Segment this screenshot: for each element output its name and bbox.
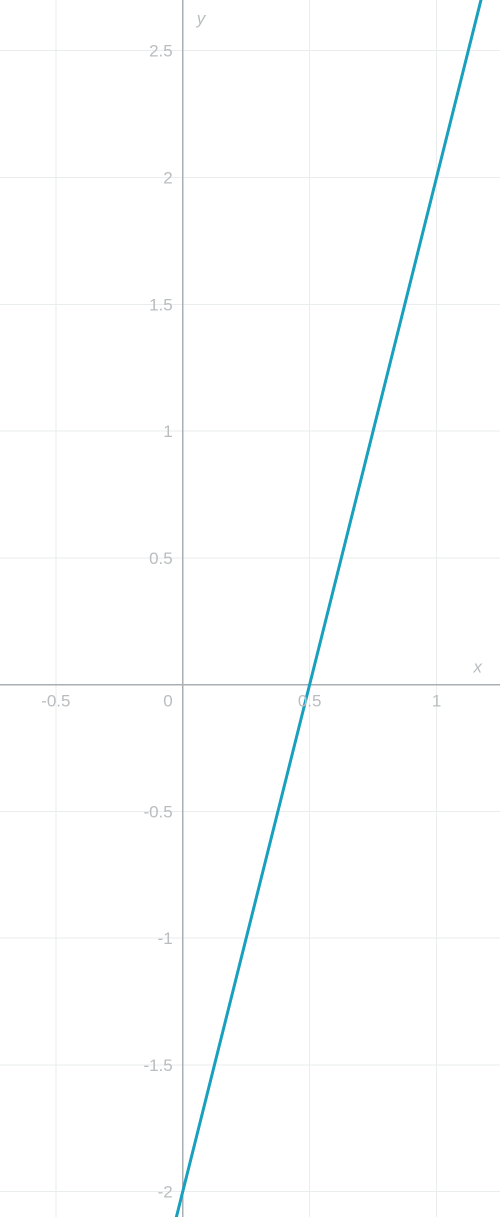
- y-tick-label: -1.5: [143, 1056, 172, 1075]
- y-tick-label: -2: [158, 1183, 173, 1202]
- x-tick-label: -0.5: [41, 692, 70, 711]
- y-tick-label: -1: [158, 929, 173, 948]
- chart-svg: -0.5 0 0.5 1 -2 -1.5 -1 -0.5 0.5 1 1.5 2 2.5 x y: [0, 0, 500, 1217]
- x-axis-label: x: [473, 658, 483, 677]
- line-chart: -0.5 0 0.5 1 -2 -1.5 -1 -0.5 0.5 1 1.5 2 2.5 x y: [0, 0, 500, 1217]
- x-tick-label: 1: [432, 692, 441, 711]
- x-tick-label: 0: [163, 692, 172, 711]
- y-axis-label: y: [196, 9, 207, 28]
- y-tick-label: 2: [163, 168, 172, 187]
- y-tick-label: 0.5: [149, 549, 173, 568]
- y-tick-label: 2.5: [149, 42, 173, 61]
- y-tick-label: 1: [163, 422, 172, 441]
- chart-background: [0, 0, 500, 1217]
- y-tick-label: -0.5: [143, 802, 172, 821]
- y-tick-label: 1.5: [149, 295, 173, 314]
- x-tick-label: 0.5: [298, 692, 322, 711]
